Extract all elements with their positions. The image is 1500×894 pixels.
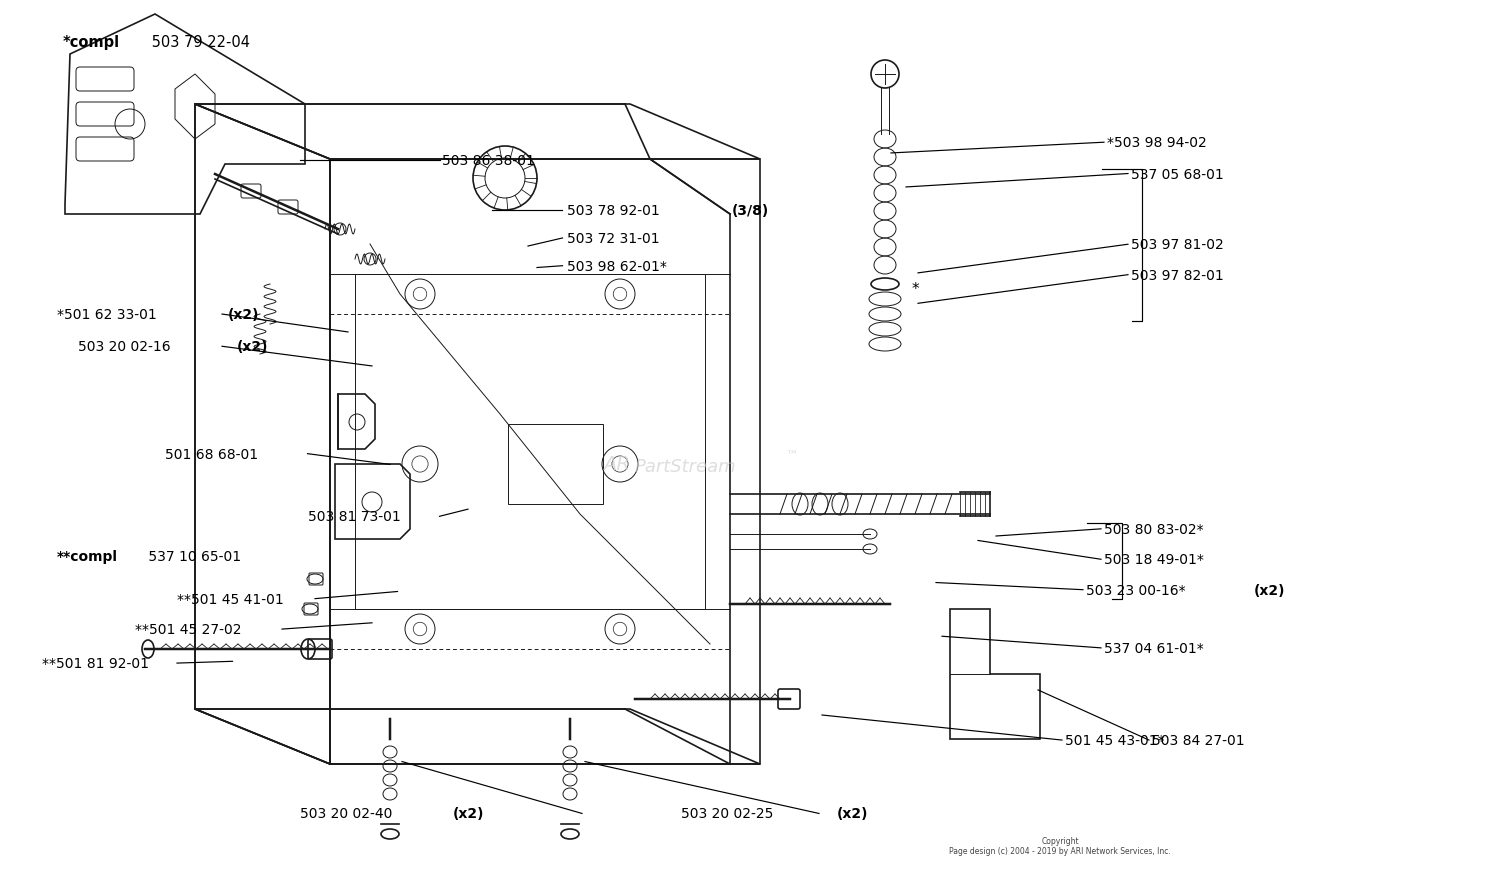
- Text: 537 04 61-01*: 537 04 61-01*: [1104, 641, 1203, 655]
- Text: *501 62 33-01: *501 62 33-01: [57, 308, 160, 322]
- Text: 501 68 68-01: 501 68 68-01: [165, 447, 258, 461]
- Text: (3/8): (3/8): [732, 204, 770, 218]
- Text: **compl: **compl: [57, 549, 118, 563]
- Text: **501 45 27-02: **501 45 27-02: [135, 622, 242, 637]
- Text: 503 20 02-40: 503 20 02-40: [300, 806, 396, 821]
- Text: 503 18 49-01*: 503 18 49-01*: [1104, 552, 1204, 567]
- Text: 503 84 27-01: 503 84 27-01: [1152, 733, 1245, 747]
- Text: *compl: *compl: [63, 36, 120, 50]
- Text: 503 72 31-01: 503 72 31-01: [567, 232, 660, 246]
- Text: 503 23 00-16*: 503 23 00-16*: [1086, 583, 1190, 597]
- Text: (x2): (x2): [837, 806, 868, 821]
- Text: 503 78 92-01: 503 78 92-01: [567, 204, 664, 218]
- Text: 503 80 83-02*: 503 80 83-02*: [1104, 522, 1203, 536]
- Bar: [507, 425, 603, 504]
- Text: *: *: [912, 283, 920, 297]
- Text: 503 79 22-04: 503 79 22-04: [147, 36, 250, 50]
- Text: 537 05 68-01: 537 05 68-01: [1131, 167, 1224, 181]
- Text: 503 97 82-01: 503 97 82-01: [1131, 268, 1224, 283]
- Text: 503 81 73-01: 503 81 73-01: [308, 510, 401, 524]
- Text: PartStream: PartStream: [634, 458, 736, 476]
- Text: 503 98 62-01*: 503 98 62-01*: [567, 259, 668, 274]
- Text: ™: ™: [784, 450, 798, 463]
- Text: 503 86 38-01: 503 86 38-01: [442, 154, 536, 168]
- Text: 503 20 02-25: 503 20 02-25: [681, 806, 777, 821]
- Text: (x2): (x2): [237, 340, 268, 354]
- Text: 503 97 81-02: 503 97 81-02: [1131, 238, 1224, 252]
- Text: AR: AR: [603, 455, 630, 474]
- Text: (x2): (x2): [1254, 583, 1286, 597]
- Text: 503 20 02-16: 503 20 02-16: [78, 340, 176, 354]
- Text: Copyright
Page design (c) 2004 - 2019 by ARI Network Services, Inc.: Copyright Page design (c) 2004 - 2019 by…: [950, 836, 1172, 856]
- Text: **501 45 41-01: **501 45 41-01: [177, 592, 284, 606]
- Text: 537 10 65-01: 537 10 65-01: [144, 549, 242, 563]
- Text: 501 45 43-01*: 501 45 43-01*: [1065, 733, 1164, 747]
- Text: (x2): (x2): [453, 806, 484, 821]
- Text: (x2): (x2): [228, 308, 260, 322]
- Text: **501 81 92-01: **501 81 92-01: [42, 656, 148, 670]
- Text: *503 98 94-02: *503 98 94-02: [1107, 136, 1206, 150]
